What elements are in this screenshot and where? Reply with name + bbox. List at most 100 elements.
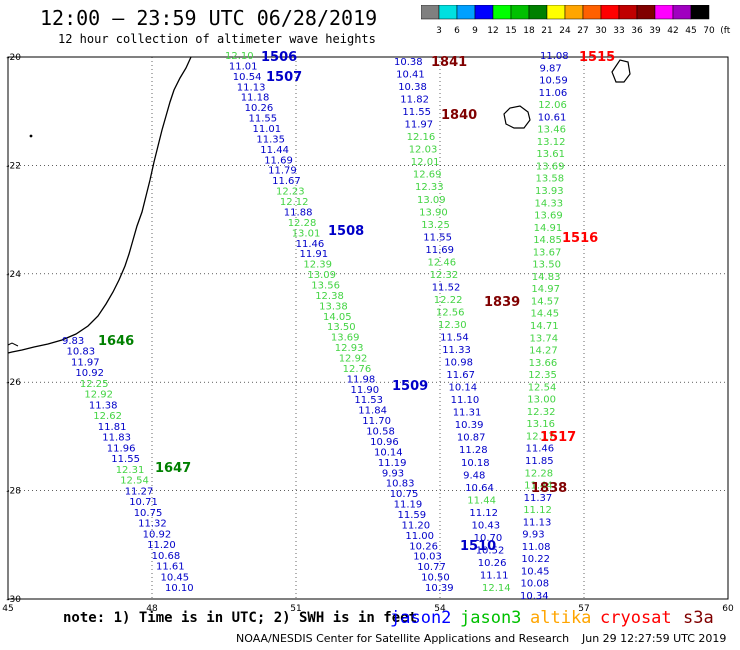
swh-value-label: 11.54 xyxy=(440,333,469,344)
swh-value-label: 11.00 xyxy=(405,531,434,542)
map-subtitle: 12 hour collection of altimeter wave hei… xyxy=(58,32,376,46)
pass-label-1506: 1506 xyxy=(261,50,297,65)
pass-label-1507: 1507 xyxy=(266,70,302,85)
lon-tick-label: 54 xyxy=(434,604,446,614)
swh-value-label: 14.85 xyxy=(533,235,562,246)
swh-value-label: 9.87 xyxy=(540,63,562,74)
swh-value-label: 13.66 xyxy=(529,358,558,369)
swh-value-label: 13.67 xyxy=(533,247,562,258)
swh-value-label: 10.34 xyxy=(520,591,549,602)
swh-value-label: 10.43 xyxy=(472,520,501,531)
map-title: 12:00 – 23:59 UTC 06/28/2019 xyxy=(40,6,378,30)
swh-value-label: 12.39 xyxy=(303,260,332,271)
lon-tick-label: 48 xyxy=(146,604,158,614)
swh-value-label: 12.46 xyxy=(428,257,457,268)
swh-value-label: 12.93 xyxy=(335,343,364,354)
swh-value-label: 13.09 xyxy=(307,270,336,281)
swh-value-label: 12.14 xyxy=(482,583,511,594)
swh-value-label: 12.69 xyxy=(413,170,442,181)
colorbar-label: 3 xyxy=(436,26,442,36)
swh-value-label: 11.10 xyxy=(451,395,480,406)
swh-value-label: 14.71 xyxy=(530,321,559,332)
island-small xyxy=(29,134,33,138)
swh-value-label: 12.31 xyxy=(116,465,145,476)
map-frame xyxy=(7,56,729,600)
swh-value-label: 13.74 xyxy=(530,333,559,344)
colorbar-label: 30 xyxy=(595,26,607,36)
swh-value-label: 10.83 xyxy=(386,479,415,490)
swh-value-label: 12.17 xyxy=(526,432,555,443)
swh-value-label: 11.20 xyxy=(147,540,176,551)
swh-value-label: 9.93 xyxy=(382,468,404,479)
lat-tick-label: -24 xyxy=(6,270,21,280)
swh-value-label: 12.30 xyxy=(438,320,467,331)
swh-value-label: 10.03 xyxy=(413,552,442,563)
swh-value-label: 11.19 xyxy=(378,458,407,469)
swh-value-label: 12.92 xyxy=(84,390,113,401)
swh-value-label: 11.96 xyxy=(107,443,136,454)
legend-s3a: s3a xyxy=(683,608,714,628)
pass-label-1508: 1508 xyxy=(328,224,364,239)
swh-value-label: 13.90 xyxy=(419,207,448,218)
lat-tick-label: -22 xyxy=(6,161,21,171)
swh-value-label: 10.71 xyxy=(129,497,158,508)
colorbar-label: 24 xyxy=(559,26,571,36)
swh-value-label: 11.32 xyxy=(138,519,167,530)
swh-value-label: 12.10 xyxy=(225,51,254,62)
swh-value-label: 13.01 xyxy=(292,228,321,239)
colorbar-label: 9 xyxy=(472,26,478,36)
swh-value-label: 11.82 xyxy=(400,95,429,106)
lon-tick-label: 60 xyxy=(722,604,734,614)
swh-value-label: 10.83 xyxy=(67,347,96,358)
swh-value-label: 14.91 xyxy=(534,223,563,234)
swh-value-label: 12.23 xyxy=(276,187,305,198)
legend-cryosat: cryosat xyxy=(600,608,672,628)
swh-value-label: 12.54 xyxy=(528,382,557,393)
swh-value-label: 10.18 xyxy=(461,458,490,469)
swh-value-label: 10.08 xyxy=(521,579,550,590)
swh-value-label: 10.61 xyxy=(538,112,567,123)
swh-value-label: 12.56 xyxy=(436,308,465,319)
pass-label-1838: 1838 xyxy=(531,481,567,496)
swh-value-label: 11.69 xyxy=(425,245,454,256)
colorbar-label: 36 xyxy=(631,26,643,36)
swh-value-label: 10.41 xyxy=(396,70,425,81)
swh-value-label: 11.88 xyxy=(284,208,313,219)
swh-value-label: 12.35 xyxy=(528,370,557,381)
swh-value-label: 13.38 xyxy=(319,301,348,312)
lon-tick-label: 45 xyxy=(2,604,13,614)
swh-value-label: 11.06 xyxy=(539,88,568,99)
swh-value-label: 11.20 xyxy=(402,520,431,531)
swh-value-label: 12.62 xyxy=(93,411,122,422)
swh-value-label: 10.39 xyxy=(425,583,454,594)
swh-value-label: 12.38 xyxy=(315,291,344,302)
swh-value-label: 11.35 xyxy=(256,135,285,146)
colorbar-label: 21 xyxy=(541,26,552,36)
pass-label-1647: 1647 xyxy=(155,461,191,476)
swh-value-label: 11.46 xyxy=(296,239,325,250)
swh-value-label: 10.68 xyxy=(152,551,181,562)
swh-value-label: 12.28 xyxy=(525,468,554,479)
colorbar-label: 18 xyxy=(523,26,535,36)
swh-value-label: 12.76 xyxy=(343,364,372,375)
lat-tick-label: -20 xyxy=(6,53,21,63)
swh-value-label: 12.32 xyxy=(527,407,556,418)
swh-value-label: 10.38 xyxy=(398,82,427,93)
swh-value-label: 12.12 xyxy=(280,197,309,208)
swh-value-label: 12.32 xyxy=(430,270,459,281)
swh-value-label: 13.12 xyxy=(537,137,566,148)
swh-value-label: 11.18 xyxy=(241,93,270,104)
swh-value-label: 11.97 xyxy=(71,358,100,369)
swh-value-label: 10.92 xyxy=(143,529,172,540)
lat-tick-label: -26 xyxy=(6,378,21,388)
swh-value-label: 11.13 xyxy=(237,82,266,93)
pass-label-1517: 1517 xyxy=(540,430,576,445)
swh-value-label: 12.16 xyxy=(407,132,436,143)
swh-value-label: 10.98 xyxy=(444,358,473,369)
colorbar-label: 27 xyxy=(577,26,588,36)
swh-value-label: 11.31 xyxy=(453,408,482,419)
pass-label-1839: 1839 xyxy=(484,295,520,310)
pass-label-1646: 1646 xyxy=(98,334,134,349)
lon-tick-label: 57 xyxy=(578,604,589,614)
